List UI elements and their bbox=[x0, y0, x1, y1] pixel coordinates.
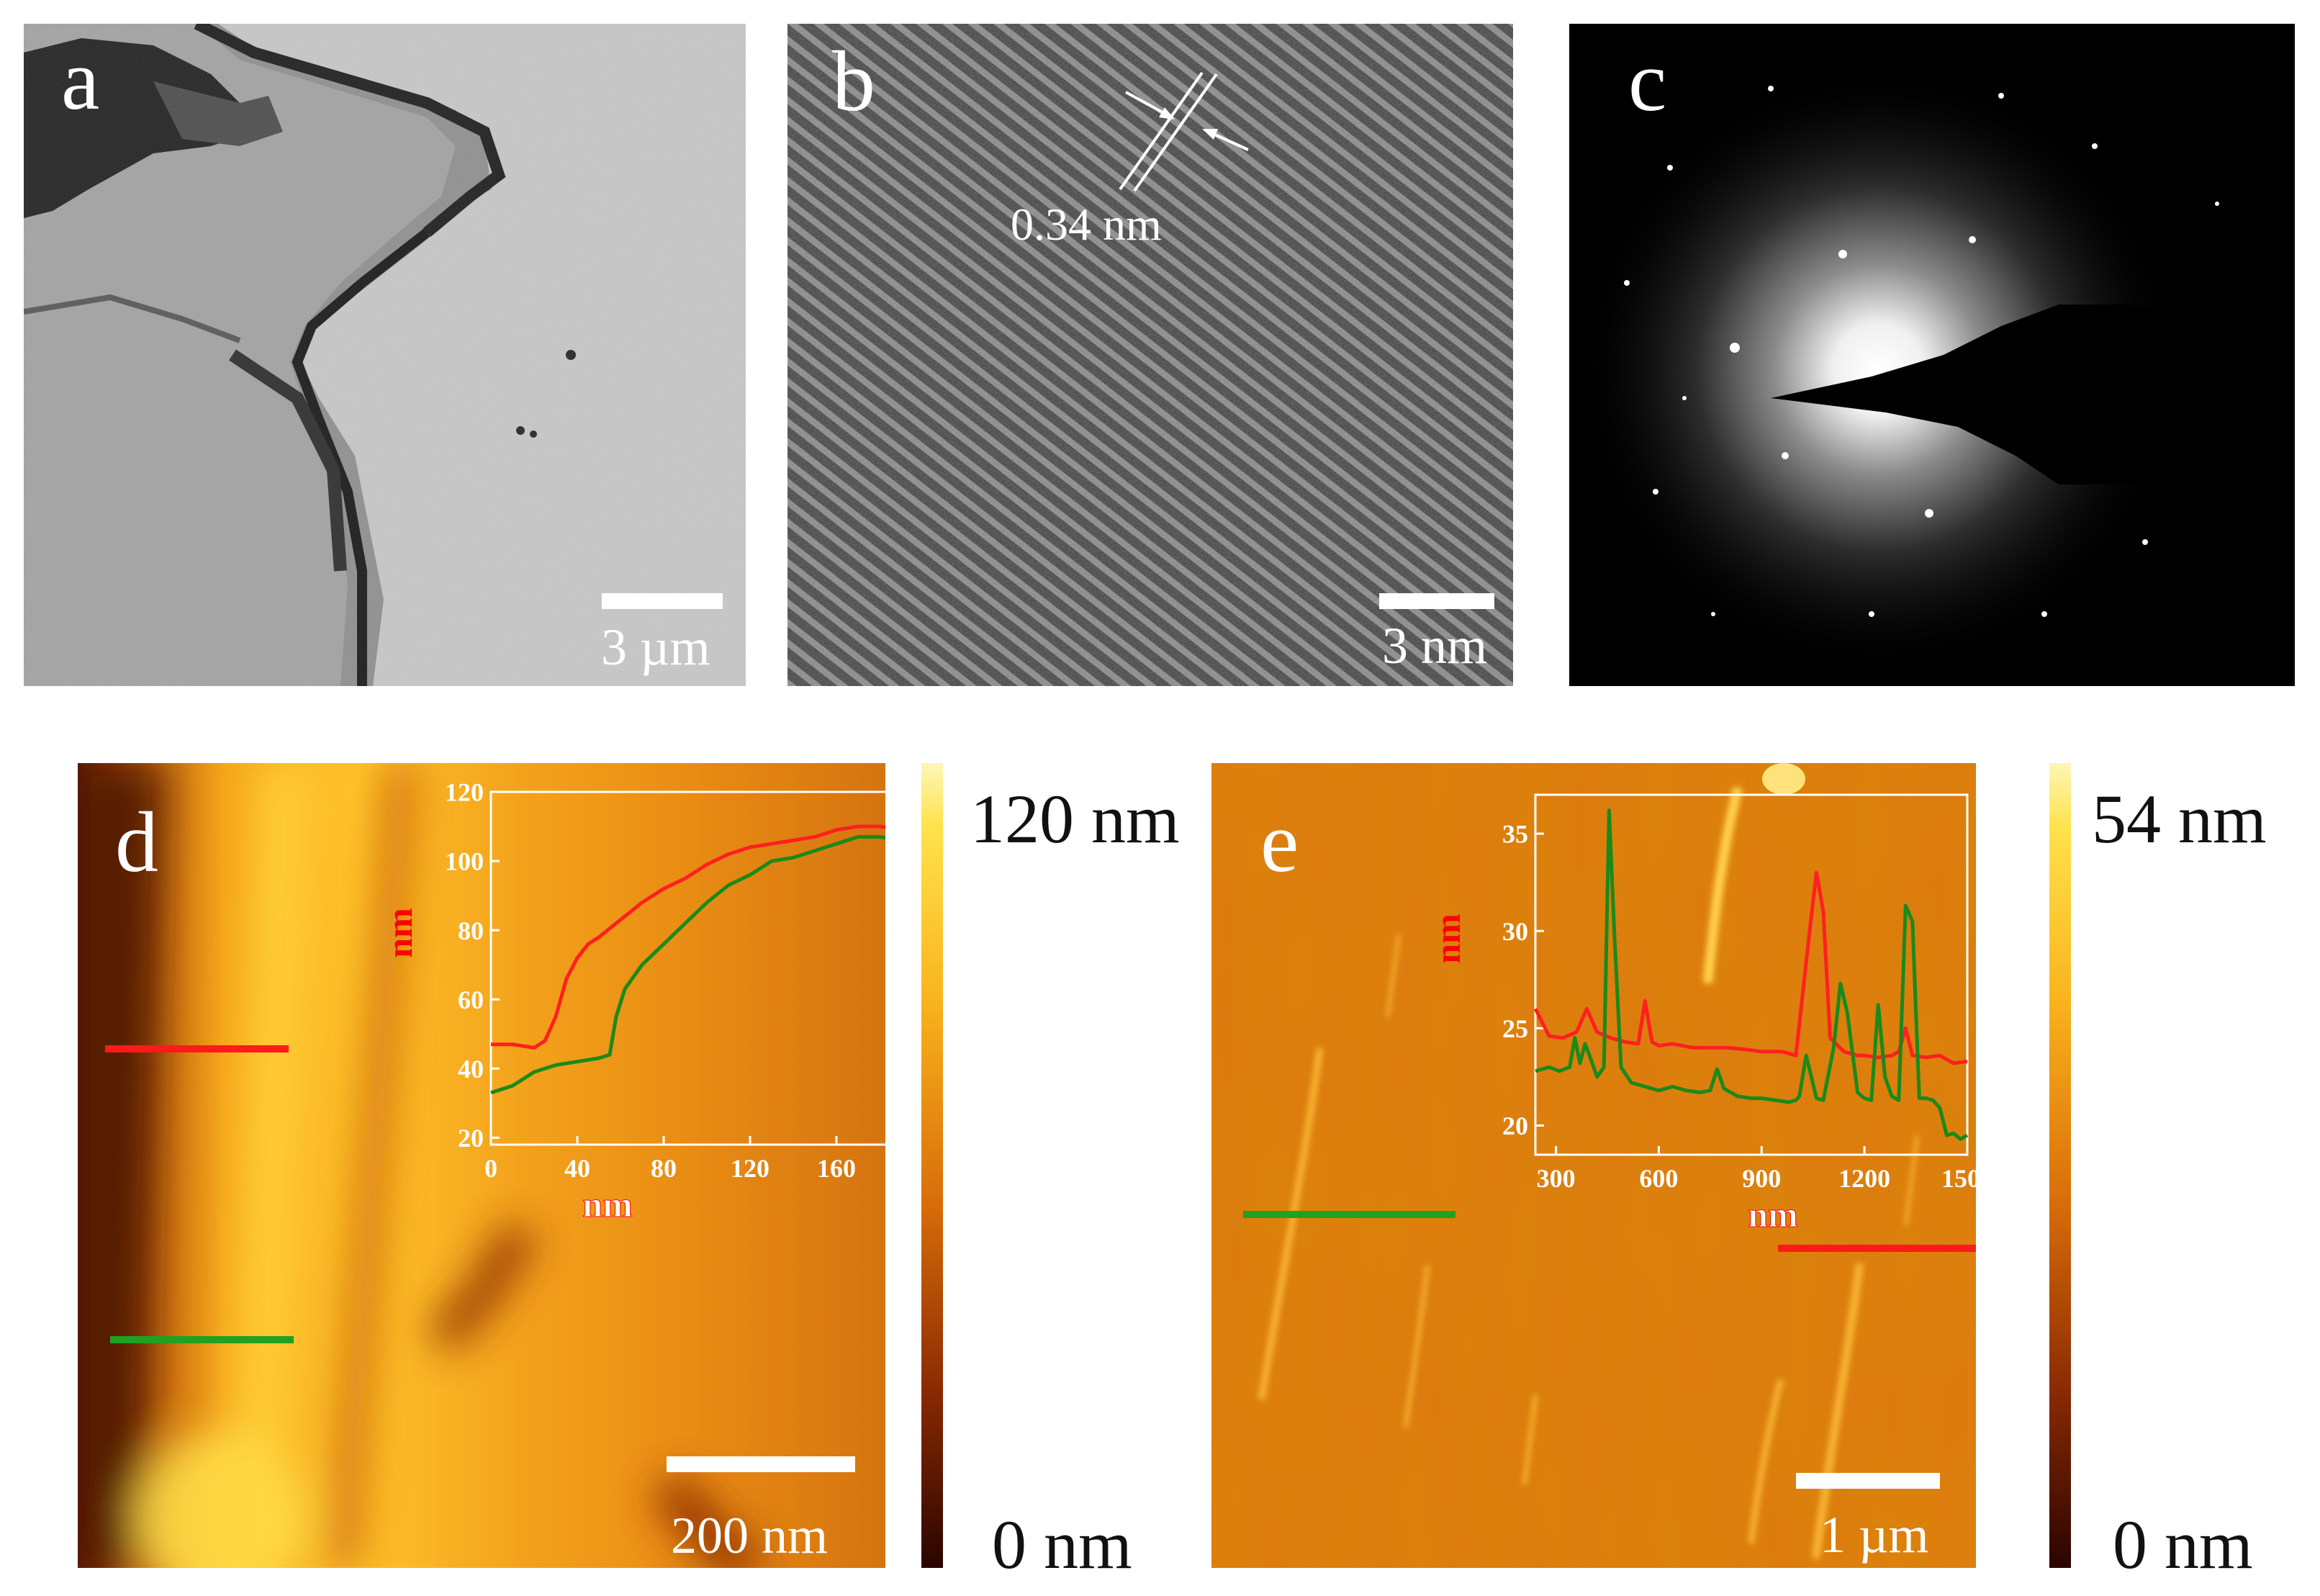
panel-label-d: d bbox=[115, 794, 158, 890]
colorbar-e bbox=[2049, 763, 2071, 1568]
lattice-fringes bbox=[787, 24, 1513, 686]
profile-marker-red-e bbox=[1778, 1245, 1976, 1252]
colorbar-d-max-label: 120 nm bbox=[970, 780, 1180, 857]
chart-e-ytick-label: 25 bbox=[1502, 1014, 1528, 1043]
chart-d-ytick-label: 60 bbox=[458, 986, 484, 1014]
chart-d-series-red bbox=[491, 824, 885, 1050]
chart-e-xtick-label: 1200 bbox=[1838, 1164, 1890, 1193]
chart-e-ytick-label: 20 bbox=[1502, 1112, 1528, 1140]
scale-bar-e-label: 1 µm bbox=[1820, 1506, 1929, 1564]
chart-d-ylabel: nm bbox=[379, 908, 420, 957]
chart-d-ytick-label: 100 bbox=[445, 847, 484, 876]
profile-marker-green-e bbox=[1243, 1211, 1455, 1218]
chart-e-xtick-label: 900 bbox=[1742, 1164, 1781, 1193]
colorbar-e-min-label: 0 nm bbox=[2113, 1506, 2253, 1583]
colorbar-e-max-label: 54 nm bbox=[2092, 780, 2267, 857]
panel-c-saed-pattern: c bbox=[1569, 24, 2295, 686]
afm-topography-e bbox=[1211, 763, 1976, 1568]
panel-b-hrtem-image: 0.34 nm b 3 nm bbox=[787, 24, 1513, 686]
height-profile-chart-e: 300 600 900 1200 1500 20 25 30 35 nm nm bbox=[1427, 793, 1976, 1235]
diffraction-pattern bbox=[1576, 67, 2295, 672]
scale-bar-d bbox=[667, 1456, 855, 1472]
chart-e-xtick-label: 600 bbox=[1639, 1164, 1678, 1193]
chart-e-ylabel: nm bbox=[1427, 914, 1468, 963]
graphene-sheet-illustration bbox=[24, 24, 746, 686]
panel-label-c: c bbox=[1628, 33, 1667, 129]
chart-d-ytick-label: 40 bbox=[458, 1055, 484, 1083]
afm-topography-d bbox=[78, 763, 885, 1568]
panel-d-afm-image: d 200 nm 0408012016020020406080100120nmn… bbox=[78, 763, 885, 1568]
chart-e-xlabel: nm bbox=[1748, 1194, 1797, 1235]
chart-e-series-green bbox=[1535, 808, 1969, 1141]
chart-e-frame-box bbox=[1534, 793, 1969, 1156]
lattice-spacing-label: 0.34 nm bbox=[1011, 199, 1162, 250]
panel-label-e: e bbox=[1260, 794, 1299, 890]
chart-d-xtick-label: 0 bbox=[484, 1154, 497, 1183]
panel-a-tem-image: a 3 µm bbox=[24, 24, 746, 686]
colorbar-d-min-label: 0 nm bbox=[992, 1506, 1132, 1583]
chart-d-xtick-label: 160 bbox=[817, 1154, 856, 1183]
chart-d-xtick-label: 40 bbox=[564, 1154, 590, 1183]
scale-bar-e bbox=[1796, 1473, 1940, 1489]
colorbar-d bbox=[921, 763, 943, 1568]
panel-label-a: a bbox=[61, 32, 100, 127]
scale-bar-b-label: 3 nm bbox=[1382, 617, 1488, 675]
chart-e-xtick-label: 300 bbox=[1537, 1164, 1576, 1193]
chart-d-ytick-label: 120 bbox=[445, 778, 484, 807]
panel-label-b: b bbox=[832, 33, 875, 129]
panel-e-afm-image: e 1 µm 300 600 900 1200 1500 20 25 30 35 nm nm bbox=[1211, 763, 1976, 1568]
chart-d-xlabel: nm bbox=[582, 1184, 632, 1225]
chart-d-ytick-label: 80 bbox=[458, 916, 484, 945]
chart-e-xtick-label: 1500 bbox=[1941, 1164, 1976, 1193]
scale-bar-a bbox=[602, 593, 723, 609]
chart-d-series-green bbox=[490, 835, 885, 1095]
scale-bar-d-label: 200 nm bbox=[671, 1507, 829, 1564]
chart-d-xtick-label: 80 bbox=[651, 1154, 677, 1183]
profile-marker-green-d bbox=[110, 1336, 294, 1343]
profile-marker-red-d bbox=[105, 1045, 289, 1052]
chart-e-ytick-label: 30 bbox=[1502, 917, 1528, 946]
scale-bar-a-label: 3 µm bbox=[601, 618, 710, 676]
chart-e-ytick-label: 35 bbox=[1502, 820, 1528, 849]
chart-d-frame-box bbox=[489, 790, 885, 1146]
chart-d-xtick-label: 120 bbox=[731, 1154, 769, 1183]
height-profile-chart-d: 0408012016020020406080100120nmnm bbox=[379, 778, 885, 1225]
scale-bar-b bbox=[1379, 593, 1494, 609]
chart-d-ytick-label: 20 bbox=[458, 1124, 484, 1153]
